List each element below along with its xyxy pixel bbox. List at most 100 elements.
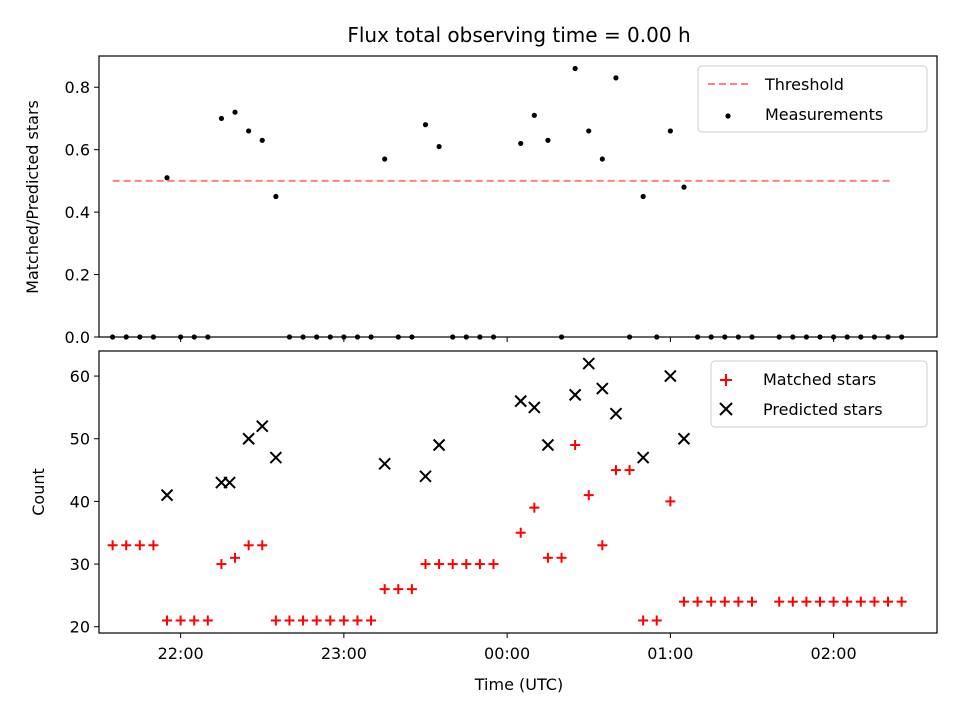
matched-star-point <box>107 540 118 551</box>
measurement-point <box>844 334 850 340</box>
bottom-x-ticks: 22:00 23:00 00:00 01:00 02:00 <box>158 633 857 663</box>
bottom-y-tick-label: 50 <box>70 430 90 449</box>
predicted-star-point <box>223 476 236 489</box>
bottom-y-tick-label: 60 <box>70 367 90 386</box>
matched-star-point <box>787 596 798 607</box>
matched-star-point <box>597 540 608 551</box>
matched-star-point <box>134 540 145 551</box>
matched-star-point <box>202 615 213 626</box>
measurement-point <box>531 112 537 118</box>
matched-star-point <box>651 615 662 626</box>
x-tick-label: 23:00 <box>321 644 367 663</box>
measurement-point <box>205 334 211 340</box>
matched-star-point <box>311 615 322 626</box>
bottom-legend: Matched stars Predicted stars <box>710 360 928 428</box>
measurement-point <box>191 334 197 340</box>
matched-star-point <box>746 596 757 607</box>
bottom-legend-box <box>710 360 928 428</box>
measurement-point <box>490 334 497 340</box>
legend-measurements-label: Measurements <box>765 105 883 124</box>
legend-measurements-swatch <box>725 113 731 119</box>
measurement-point <box>178 334 184 340</box>
measurement-point <box>803 334 810 340</box>
matched-star-point <box>638 615 649 626</box>
matched-star-point <box>488 559 499 570</box>
matched-star-point <box>189 615 200 626</box>
measurement-point <box>436 143 442 150</box>
measurement-point <box>667 128 673 134</box>
matched-star-point <box>461 559 472 570</box>
measurement-point <box>450 334 456 340</box>
matched-star-point <box>420 559 431 570</box>
predicted-star-point <box>378 457 391 471</box>
matched-star-point <box>162 615 173 626</box>
matched-star-point <box>665 496 676 507</box>
legend-matched-label: Matched stars <box>763 370 876 389</box>
top-panel: 0.00.20.40.60.8 Matched/Predicted stars … <box>23 55 938 347</box>
measurement-point <box>463 334 469 340</box>
measurement-point <box>395 334 401 340</box>
measurement-point <box>300 334 306 340</box>
matched-star-point <box>352 615 363 626</box>
matched-star-point <box>379 584 390 595</box>
measurement-point <box>382 156 388 162</box>
measurement-point <box>640 193 646 200</box>
matched-star-point <box>828 596 839 607</box>
predicted-star-point <box>256 419 269 433</box>
matched-star-point <box>257 540 268 551</box>
matched-star-point <box>298 615 309 626</box>
predicted-star-point <box>568 388 582 402</box>
measurement-point <box>314 334 320 340</box>
matched-star-point <box>474 559 485 570</box>
matched-star-point <box>270 615 281 626</box>
measurement-point <box>708 334 714 340</box>
matched-stars-points <box>107 440 907 626</box>
measurement-point <box>354 334 361 340</box>
matched-star-point <box>542 552 553 563</box>
predicted-stars-points <box>160 357 691 502</box>
top-y-tick-label: 0.6 <box>65 141 90 160</box>
matched-star-point <box>869 596 880 607</box>
matched-star-point <box>896 596 907 607</box>
matched-star-point <box>230 552 241 563</box>
measurement-point <box>572 65 578 72</box>
matched-star-point <box>855 596 866 607</box>
matched-star-point <box>801 596 812 607</box>
matched-star-point <box>583 490 594 501</box>
measurement-point <box>899 334 905 340</box>
matched-star-point <box>447 559 458 570</box>
predicted-star-point <box>432 438 446 452</box>
measurement-point <box>150 334 157 340</box>
bottom-y-axis-label: Count <box>29 468 48 516</box>
matched-star-point <box>121 540 132 551</box>
measurement-point <box>341 334 347 340</box>
predicted-star-point <box>596 382 609 395</box>
predicted-star-point <box>514 394 527 408</box>
x-tick-label: 22:00 <box>158 644 204 663</box>
matched-star-point <box>815 596 826 607</box>
measurement-point <box>776 334 782 340</box>
measurement-point <box>477 334 483 340</box>
matched-star-point <box>216 559 227 570</box>
measurement-point <box>218 115 225 122</box>
matched-star-point <box>393 584 404 595</box>
matched-star-point <box>774 596 785 607</box>
measurement-point <box>694 334 701 340</box>
predicted-star-point <box>541 438 555 452</box>
top-y-axis-label: Matched/Predicted stars <box>23 100 42 294</box>
x-tick-label: 00:00 <box>484 644 530 663</box>
predicted-star-point <box>636 451 650 464</box>
measurement-point <box>518 140 524 147</box>
measurement-point <box>246 128 252 134</box>
bottom-panel: 20 30 40 50 60 22:00 23:00 00:00 01:00 02:00 Cou… <box>29 350 938 694</box>
measurement-point <box>722 334 728 340</box>
bottom-plot-frame <box>98 350 938 634</box>
measurement-point <box>327 334 333 340</box>
predicted-star-point <box>528 401 541 414</box>
predicted-star-point <box>269 451 283 464</box>
matched-star-point <box>624 465 635 476</box>
matched-star-point <box>529 502 540 513</box>
matched-star-point <box>883 596 894 607</box>
top-y-ticks: 0.0 0.2 0.4 0.6 0.8 <box>65 78 99 347</box>
